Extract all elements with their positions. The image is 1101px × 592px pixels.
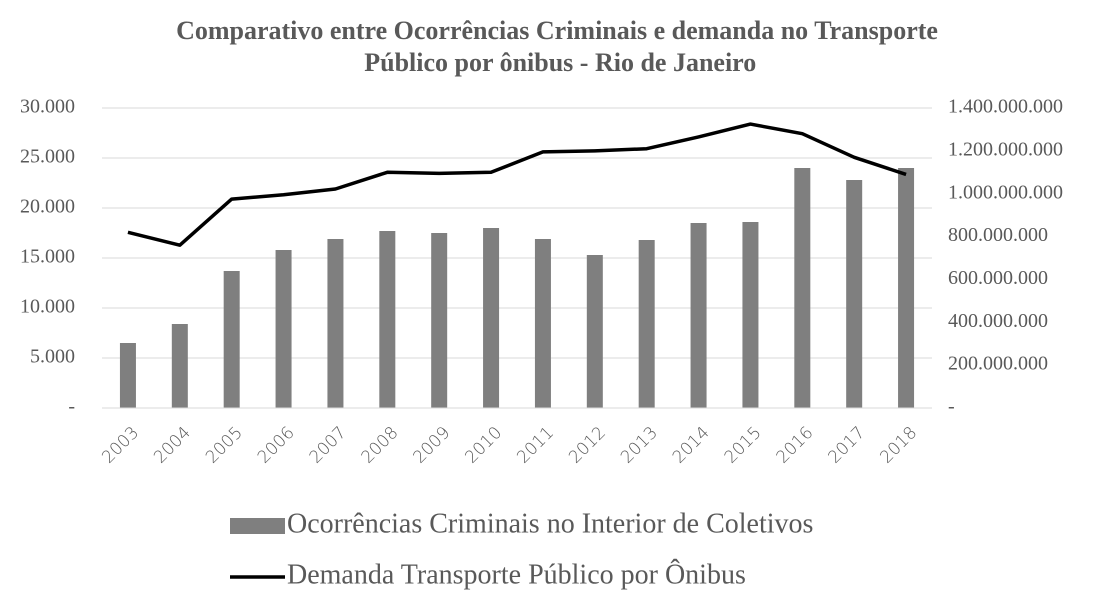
x-tick-label: 2015 (721, 423, 766, 468)
bar (846, 180, 863, 408)
bar (171, 324, 188, 408)
x-tick-label: 2018 (876, 423, 921, 468)
x-tick-label: 2010 (461, 423, 506, 468)
y2-tick-label: 1.400.000.000 (948, 96, 1063, 118)
legend-label: Demanda Transporte Público por Ônibus (287, 559, 746, 590)
y-tick-label: 20.000 (20, 196, 75, 218)
bar (119, 343, 136, 408)
y2-tick-label: - (948, 396, 955, 418)
x-tick-label: 2014 (669, 423, 714, 468)
chart-title: Comparativo entre Ocorrências Criminais … (176, 16, 938, 77)
y2-tick-label: 1.000.000.000 (948, 181, 1063, 203)
x-tick-label: 2016 (773, 423, 818, 468)
y2-tick-label: 400.000.000 (948, 310, 1048, 332)
bar (690, 223, 707, 408)
y-tick-label: 15.000 (20, 246, 75, 268)
y2-tick-label: 600.000.000 (948, 267, 1048, 289)
y-tick-label: 25.000 (20, 146, 75, 168)
bar (898, 168, 915, 408)
bar (431, 233, 448, 408)
x-tick-label: 2003 (98, 423, 143, 468)
bar (534, 239, 551, 408)
x-tick-label: 2006 (254, 423, 299, 468)
bar (379, 231, 396, 408)
y-tick-label: 30.000 (20, 96, 75, 118)
legend-item: Demanda Transporte Público por Ônibus (230, 559, 746, 590)
bar (483, 228, 500, 408)
y2-tick-label: 800.000.000 (948, 224, 1048, 246)
bar (586, 255, 603, 408)
x-tick-label: 2011 (513, 423, 558, 468)
x-tick-label: 2013 (617, 423, 662, 468)
x-tick-label: 2012 (565, 423, 610, 468)
x-tick-label: 2008 (358, 423, 403, 468)
x-tick-label: 2007 (306, 423, 351, 468)
bar (275, 250, 292, 408)
y-tick-label: 5.000 (30, 346, 75, 368)
legend-label: Ocorrências Criminais no Interior de Col… (287, 508, 813, 539)
x-tick-label: 2017 (825, 423, 870, 468)
x-tick-label: 2009 (410, 423, 455, 468)
bar (638, 240, 655, 408)
bar (742, 222, 759, 408)
x-tick-label: 2005 (202, 423, 247, 468)
bar (223, 271, 240, 408)
y2-tick-label: 1.200.000.000 (948, 138, 1063, 160)
line (127, 122, 907, 247)
legend-item: Ocorrências Criminais no Interior de Col… (230, 508, 813, 539)
y-tick-label: - (68, 396, 75, 418)
y-tick-label: 10.000 (20, 296, 75, 318)
bar (327, 239, 344, 408)
legend-swatch (230, 518, 285, 534)
x-tick-label: 2004 (150, 423, 195, 468)
y2-tick-label: 200.000.000 (948, 353, 1048, 375)
bar (794, 168, 811, 408)
